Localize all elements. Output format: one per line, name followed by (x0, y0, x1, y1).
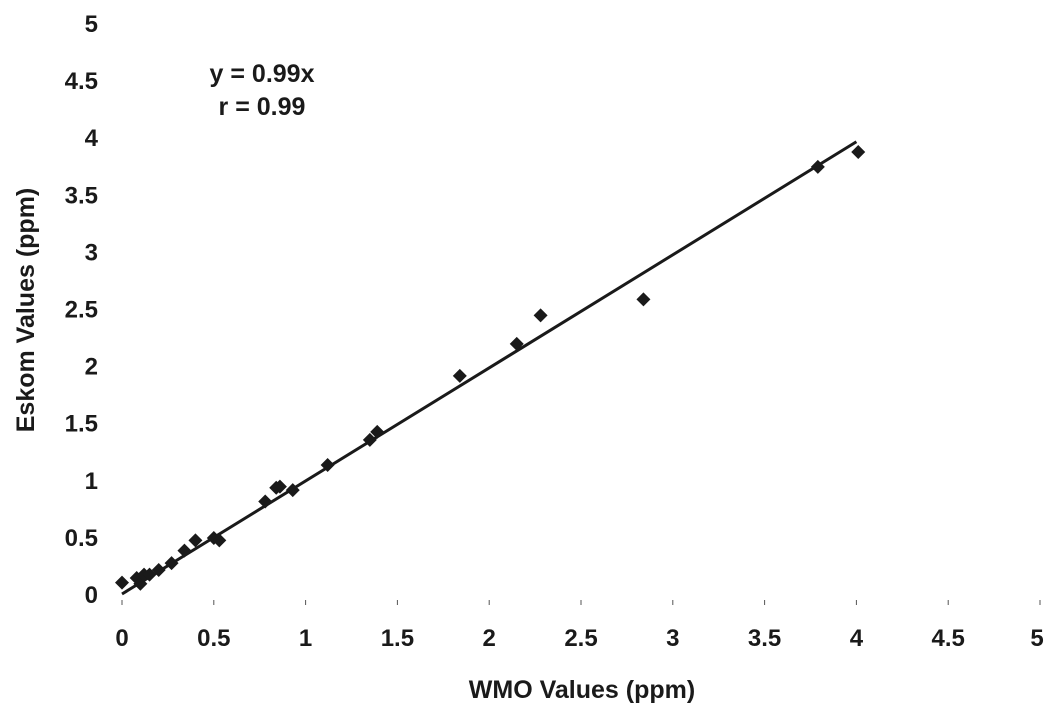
x-axis-label: WMO Values (ppm) (469, 676, 695, 704)
data-point (272, 479, 287, 494)
y-tick-label: 1 (85, 468, 98, 495)
correlation-annotation: r = 0.99 (219, 93, 306, 121)
data-point (851, 145, 866, 160)
data-point (177, 543, 192, 558)
y-tick-label: 0 (85, 582, 98, 609)
x-tick-label: 5 (1030, 625, 1043, 652)
y-tick-label: 1.5 (65, 411, 98, 438)
x-axis-ticks: 0 0.5 1 1.5 2 2.5 3 3.5 4 4.5 5 (115, 600, 1044, 652)
data-points (115, 145, 866, 591)
y-tick-label: 4.5 (65, 68, 98, 95)
y-axis-ticks: 0 0.5 1 1.5 2 2.5 3 3.5 4 4.5 5 (65, 11, 99, 609)
y-tick-label: 2 (85, 354, 98, 381)
data-point (212, 533, 227, 548)
y-tick-label: 2.5 (65, 297, 98, 324)
y-tick-label: 0.5 (65, 525, 98, 552)
x-tick-label: 1 (299, 625, 312, 652)
x-tick-label: 2 (483, 625, 496, 652)
data-point (370, 424, 385, 439)
data-point (285, 483, 300, 498)
data-point (164, 556, 179, 571)
x-tick-label: 3 (666, 625, 679, 652)
x-tick-label: 2.5 (564, 625, 597, 652)
data-point (188, 533, 203, 548)
x-tick-label: 4 (850, 625, 864, 652)
x-tick-label: 0 (115, 625, 128, 652)
x-tick-label: 4.5 (932, 625, 965, 652)
x-tick-label: 0.5 (197, 625, 230, 652)
y-tick-label: 5 (85, 11, 98, 38)
x-tick-label: 1.5 (381, 625, 414, 652)
x-tick-label: 3.5 (748, 625, 781, 652)
y-tick-label: 4 (85, 125, 99, 152)
data-point (452, 368, 467, 383)
data-point (258, 494, 273, 509)
equation-annotation: y = 0.99x (210, 60, 315, 88)
data-point (115, 575, 129, 590)
data-point (636, 292, 651, 307)
data-point (533, 308, 548, 323)
y-tick-label: 3 (85, 239, 98, 266)
trendline (121, 140, 858, 596)
data-point (810, 159, 825, 174)
data-point (362, 432, 377, 447)
data-point (320, 457, 335, 472)
data-point (151, 563, 166, 578)
data-point (509, 336, 524, 351)
y-tick-label: 3.5 (65, 182, 98, 209)
y-axis-label: Eskom Values (ppm) (12, 188, 40, 433)
